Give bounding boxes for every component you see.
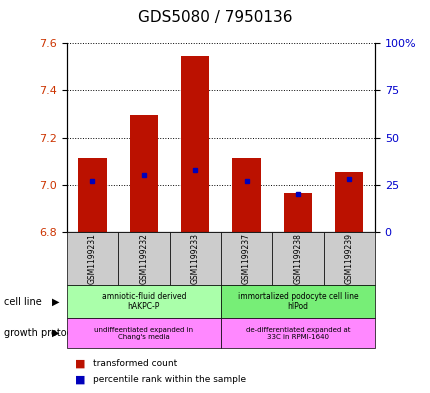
Text: ▶: ▶ <box>52 297 60 307</box>
Bar <box>335 172 362 232</box>
Text: ■: ■ <box>75 374 86 384</box>
Text: GSM1199233: GSM1199233 <box>190 233 199 284</box>
Text: immortalized podocyte cell line
hIPod: immortalized podocyte cell line hIPod <box>237 292 357 311</box>
Bar <box>232 158 260 232</box>
Bar <box>181 56 209 232</box>
Text: amniotic-fluid derived
hAKPC-P: amniotic-fluid derived hAKPC-P <box>101 292 186 311</box>
Text: GSM1199237: GSM1199237 <box>242 233 251 284</box>
Text: growth protocol: growth protocol <box>4 328 81 338</box>
Text: GSM1199239: GSM1199239 <box>344 233 353 284</box>
Text: GSM1199238: GSM1199238 <box>293 233 302 284</box>
Text: percentile rank within the sample: percentile rank within the sample <box>92 375 245 384</box>
Text: de-differentiated expanded at
33C in RPMI-1640: de-differentiated expanded at 33C in RPM… <box>245 327 349 340</box>
Text: undiffeentiated expanded in
Chang's media: undiffeentiated expanded in Chang's medi… <box>94 327 193 340</box>
Text: ▶: ▶ <box>52 328 60 338</box>
Bar <box>129 115 158 232</box>
Text: GDS5080 / 7950136: GDS5080 / 7950136 <box>138 10 292 25</box>
Text: GSM1199232: GSM1199232 <box>139 233 148 284</box>
Text: GSM1199231: GSM1199231 <box>88 233 97 284</box>
Bar <box>78 158 106 232</box>
Text: ■: ■ <box>75 358 86 369</box>
Text: cell line: cell line <box>4 297 42 307</box>
Text: transformed count: transformed count <box>92 359 176 368</box>
Bar <box>283 193 311 232</box>
